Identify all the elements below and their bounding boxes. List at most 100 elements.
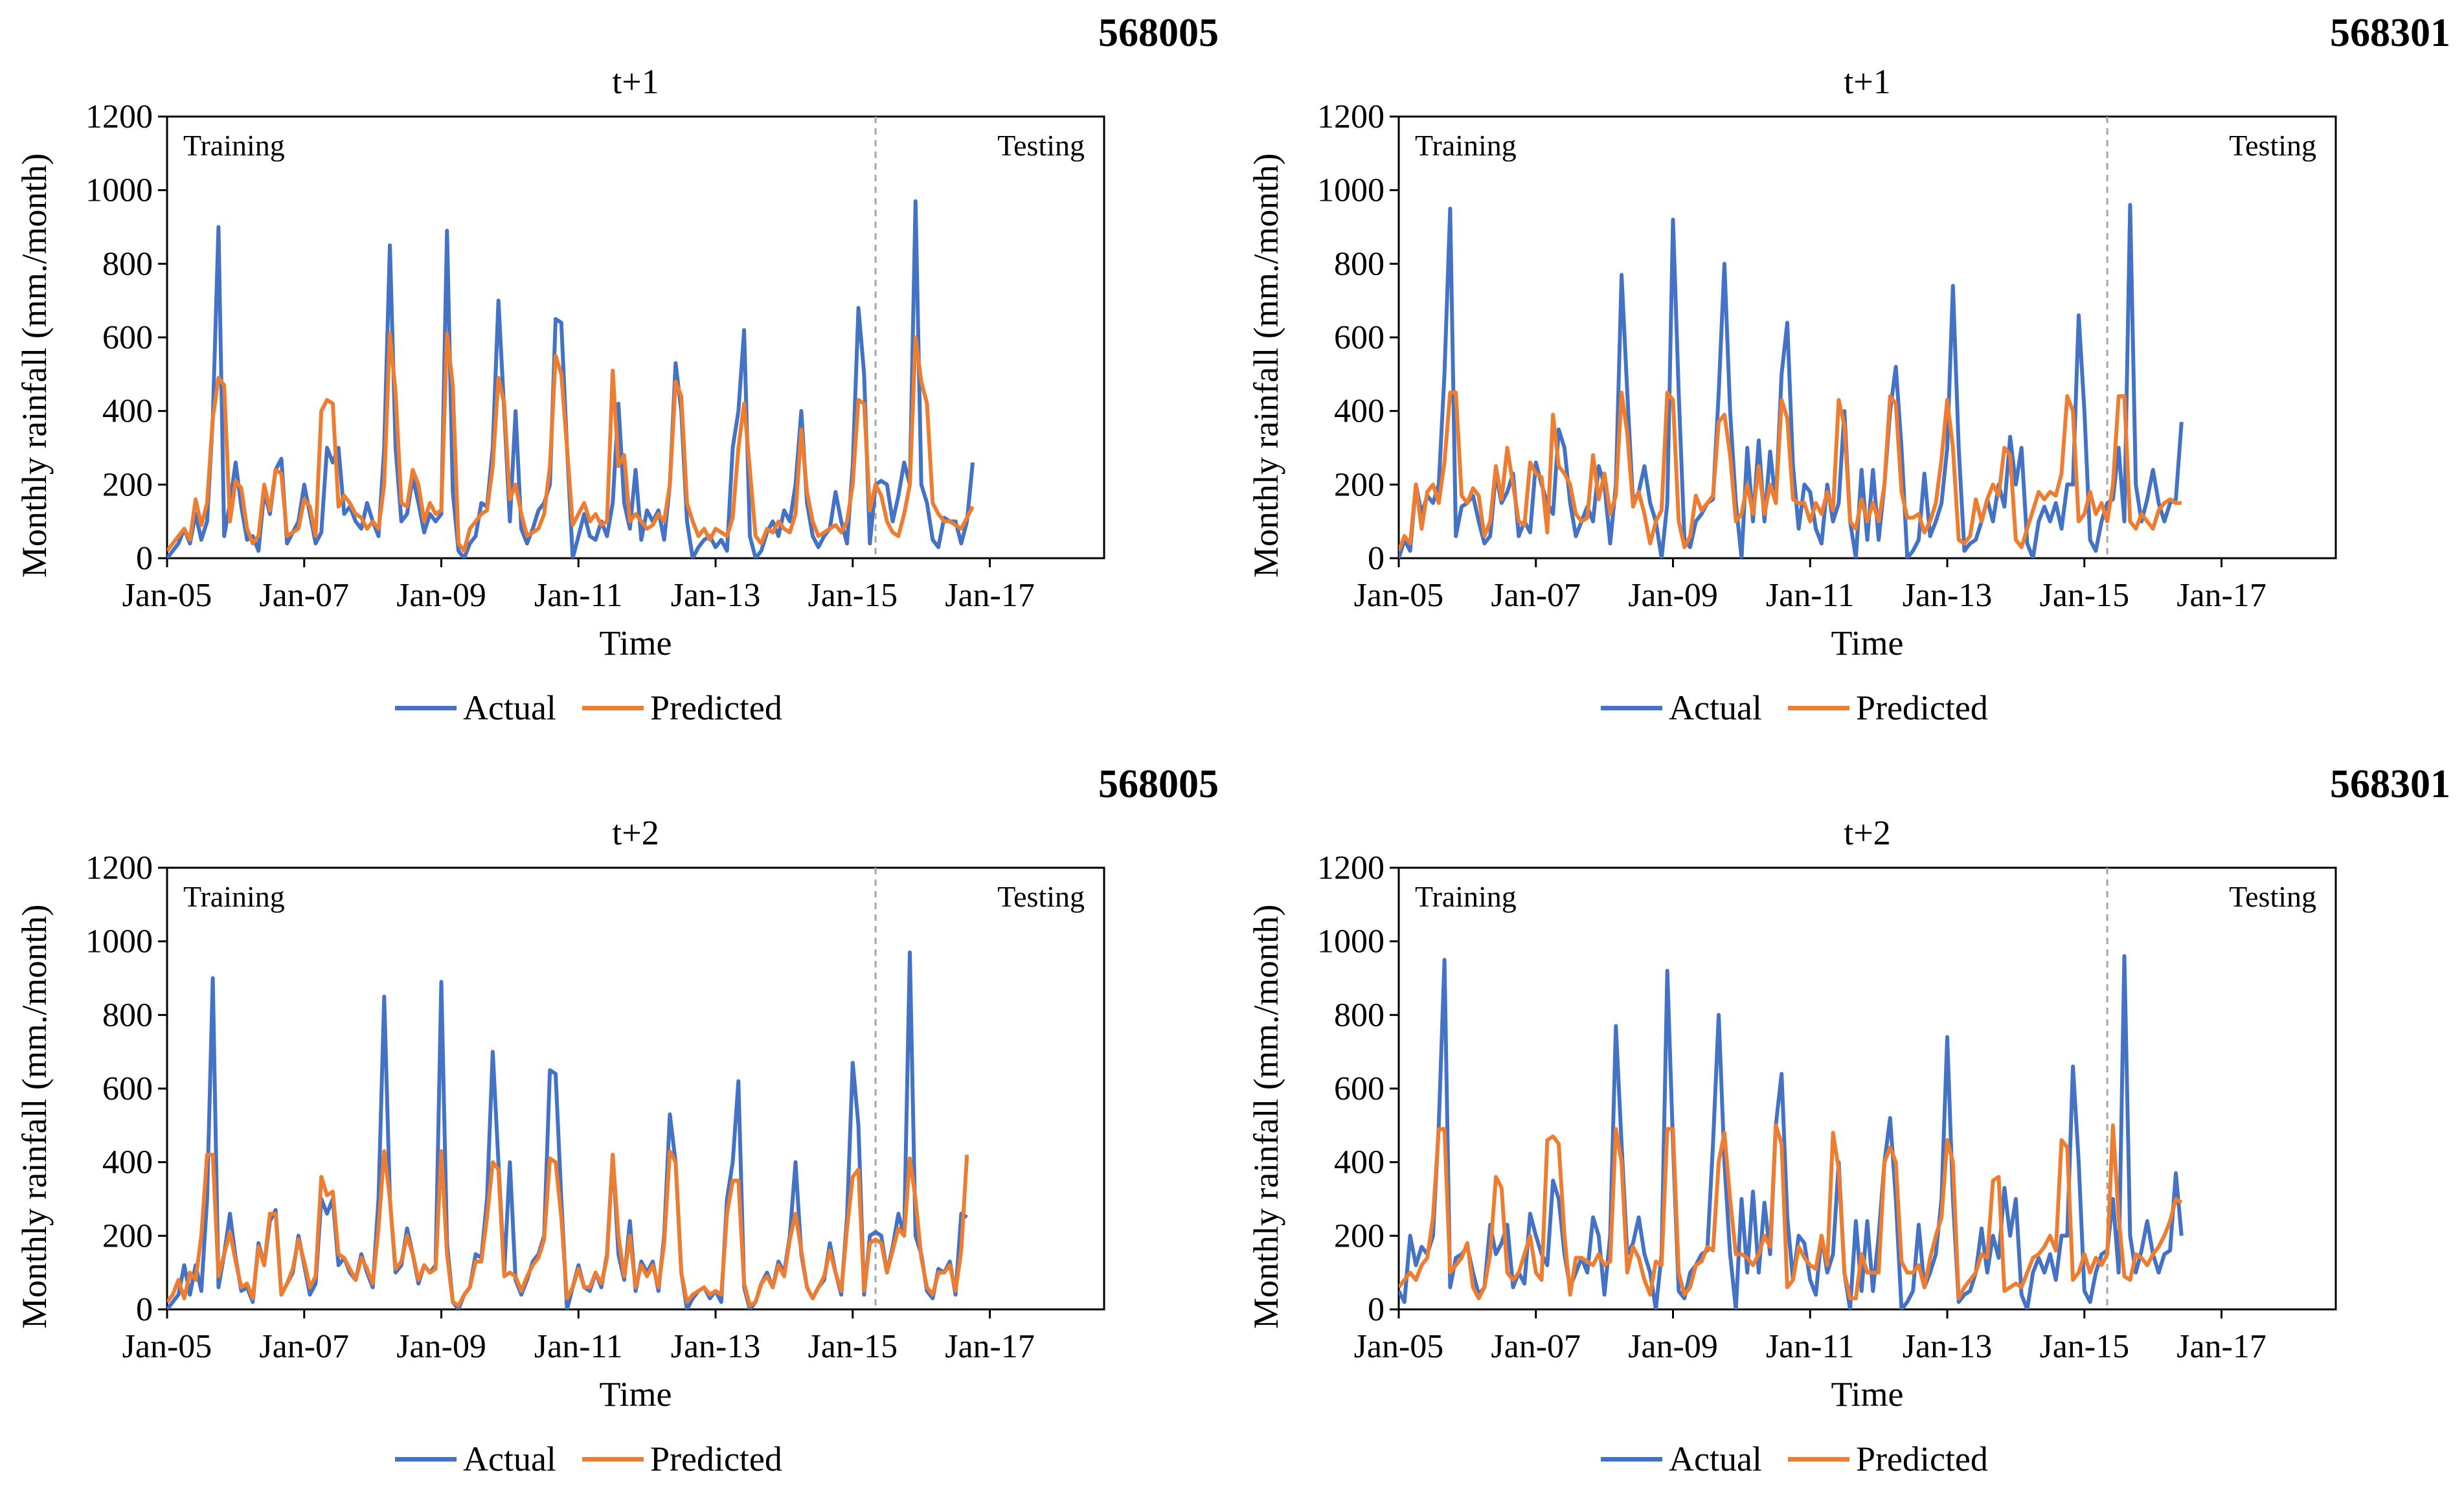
x-tick-label: Jan-05 <box>1354 1328 1444 1365</box>
y-tick-label: 1200 <box>85 850 153 887</box>
series-line-predicted <box>1399 1123 2183 1300</box>
x-tick-label: Jan-09 <box>396 577 486 614</box>
chart-title: t+1 <box>1844 62 1891 101</box>
legend-label: Predicted <box>650 688 782 727</box>
series-line-predicted <box>167 332 975 553</box>
y-tick-label: 0 <box>136 540 153 577</box>
legend-swatch <box>582 1456 644 1462</box>
chart-panel-568301-t2: 568301 t+2 0 200 400 600 800 1000 1200 Jan-05 Jan-… <box>1232 751 2463 1502</box>
chart-title: t+2 <box>1844 813 1891 852</box>
x-tick-label: Jan-05 <box>122 577 212 614</box>
x-axis-title: Time <box>599 1375 672 1414</box>
x-tick-label: Jan-17 <box>2176 577 2266 614</box>
legend-swatch <box>395 1456 457 1462</box>
x-tick-label: Jan-11 <box>534 1328 623 1365</box>
y-tick-label: 1000 <box>1317 923 1385 960</box>
legend-item-predicted: Predicted <box>582 1439 782 1479</box>
legend-item-actual: Actual <box>1601 688 1762 728</box>
plot-frame <box>1397 115 2337 559</box>
x-tick-label: Jan-15 <box>808 1328 898 1365</box>
legend-label: Actual <box>1669 688 1762 727</box>
chart-svg: 0 200 400 600 800 1000 1200 Jan-05 Jan-07 Jan-09 J… <box>1317 850 2337 1365</box>
chart-title: t+2 <box>612 813 659 852</box>
chart-panel-568005-t2: 568005 t+2 0 200 400 600 800 1000 1200 Jan-05 Jan-… <box>0 751 1232 1502</box>
x-tick-label: Jan-13 <box>1903 577 1993 614</box>
legend-swatch <box>582 705 644 710</box>
x-tick-label: Jan-13 <box>671 577 761 614</box>
legend-swatch <box>395 705 457 710</box>
y-tick-label: 1200 <box>85 98 153 135</box>
series-line-actual <box>167 950 968 1309</box>
y-tick-label: 400 <box>1334 1144 1385 1181</box>
x-axis-title: Time <box>599 624 672 662</box>
legend-swatch <box>1787 1456 1849 1462</box>
x-tick-label: Jan-17 <box>2176 1328 2266 1365</box>
legend-item-predicted: Predicted <box>1787 1439 1988 1479</box>
x-tick-label: Jan-09 <box>1628 1328 1718 1365</box>
y-tick-label: 200 <box>102 466 153 503</box>
x-tick-label: Jan-07 <box>259 1328 349 1365</box>
x-tick-label: Jan-17 <box>945 1328 1035 1365</box>
legend-swatch <box>1601 705 1662 710</box>
legend: Actual Predicted <box>1601 688 2014 728</box>
y-axis-title: Monthly rainfall (mm./month) <box>15 153 54 578</box>
y-tick-label: 1000 <box>85 923 153 960</box>
legend: Actual Predicted <box>395 1439 808 1479</box>
training-label: Training <box>1415 880 1517 913</box>
legend-label: Predicted <box>1855 688 1988 727</box>
y-tick-label: 600 <box>1334 319 1385 356</box>
chart-title: t+1 <box>612 62 659 101</box>
x-tick-label: Jan-13 <box>671 1328 761 1365</box>
x-axis-title: Time <box>1831 1375 1904 1414</box>
y-tick-label: 800 <box>102 245 153 282</box>
y-tick-label: 1200 <box>1317 98 1385 135</box>
legend-label: Actual <box>463 688 556 727</box>
legend: Actual Predicted <box>1601 1439 2014 1479</box>
x-axis-title: Time <box>1831 624 1904 662</box>
x-tick-label: Jan-15 <box>808 577 898 614</box>
y-tick-label: 600 <box>102 1070 153 1107</box>
y-tick-label: 1200 <box>1317 850 1385 887</box>
legend: Actual Predicted <box>395 688 808 728</box>
x-tick-label: Jan-11 <box>534 577 623 614</box>
y-tick-label: 200 <box>1334 1217 1385 1254</box>
training-label: Training <box>183 880 285 913</box>
x-tick-label: Jan-07 <box>1491 577 1581 614</box>
y-tick-label: 800 <box>102 997 153 1034</box>
testing-label: Testing <box>2229 880 2316 913</box>
x-tick-label: Jan-15 <box>2039 1328 2129 1365</box>
y-tick-label: 600 <box>102 319 153 356</box>
y-tick-label: 0 <box>136 1291 153 1328</box>
y-tick-label: 0 <box>1368 1291 1385 1328</box>
legend-item-actual: Actual <box>395 1439 556 1479</box>
legend-item-actual: Actual <box>395 688 556 728</box>
training-label: Training <box>183 129 285 162</box>
station-label: 568301 <box>2330 762 2450 806</box>
legend-item-actual: Actual <box>1601 1439 1762 1479</box>
y-tick-label: 1000 <box>1317 172 1385 209</box>
y-tick-label: 400 <box>1334 393 1385 430</box>
y-axis-title: Monthly rainfall (mm./month) <box>1247 153 1285 578</box>
chart-svg: 0 200 400 600 800 1000 1200 Jan-05 Jan-07 Jan-09 J… <box>1317 98 2337 614</box>
legend-label: Actual <box>463 1440 556 1478</box>
y-tick-label: 400 <box>102 1144 153 1181</box>
y-tick-label: 0 <box>1368 540 1385 577</box>
series-line-actual <box>1399 203 2184 558</box>
x-tick-label: Jan-05 <box>122 1328 212 1365</box>
series-line-actual <box>167 199 975 558</box>
chart-svg: 0 200 400 600 800 1000 1200 Jan-05 Jan-07 Jan-09 J… <box>85 850 1105 1365</box>
x-tick-label: Jan-11 <box>1766 577 1855 614</box>
series-line-predicted <box>167 1149 969 1308</box>
testing-label: Testing <box>997 129 1085 162</box>
x-tick-label: Jan-13 <box>1903 1328 1993 1365</box>
legend-label: Actual <box>1669 1440 1762 1478</box>
legend-label: Predicted <box>1855 1440 1988 1478</box>
training-label: Training <box>1415 129 1517 162</box>
y-tick-label: 200 <box>102 1217 153 1254</box>
testing-label: Testing <box>2229 129 2316 162</box>
station-label: 568301 <box>2330 11 2450 55</box>
series-line-actual <box>1399 954 2184 1309</box>
legend-swatch <box>1787 705 1849 710</box>
x-tick-label: Jan-07 <box>259 577 349 614</box>
x-tick-label: Jan-09 <box>396 1328 486 1365</box>
